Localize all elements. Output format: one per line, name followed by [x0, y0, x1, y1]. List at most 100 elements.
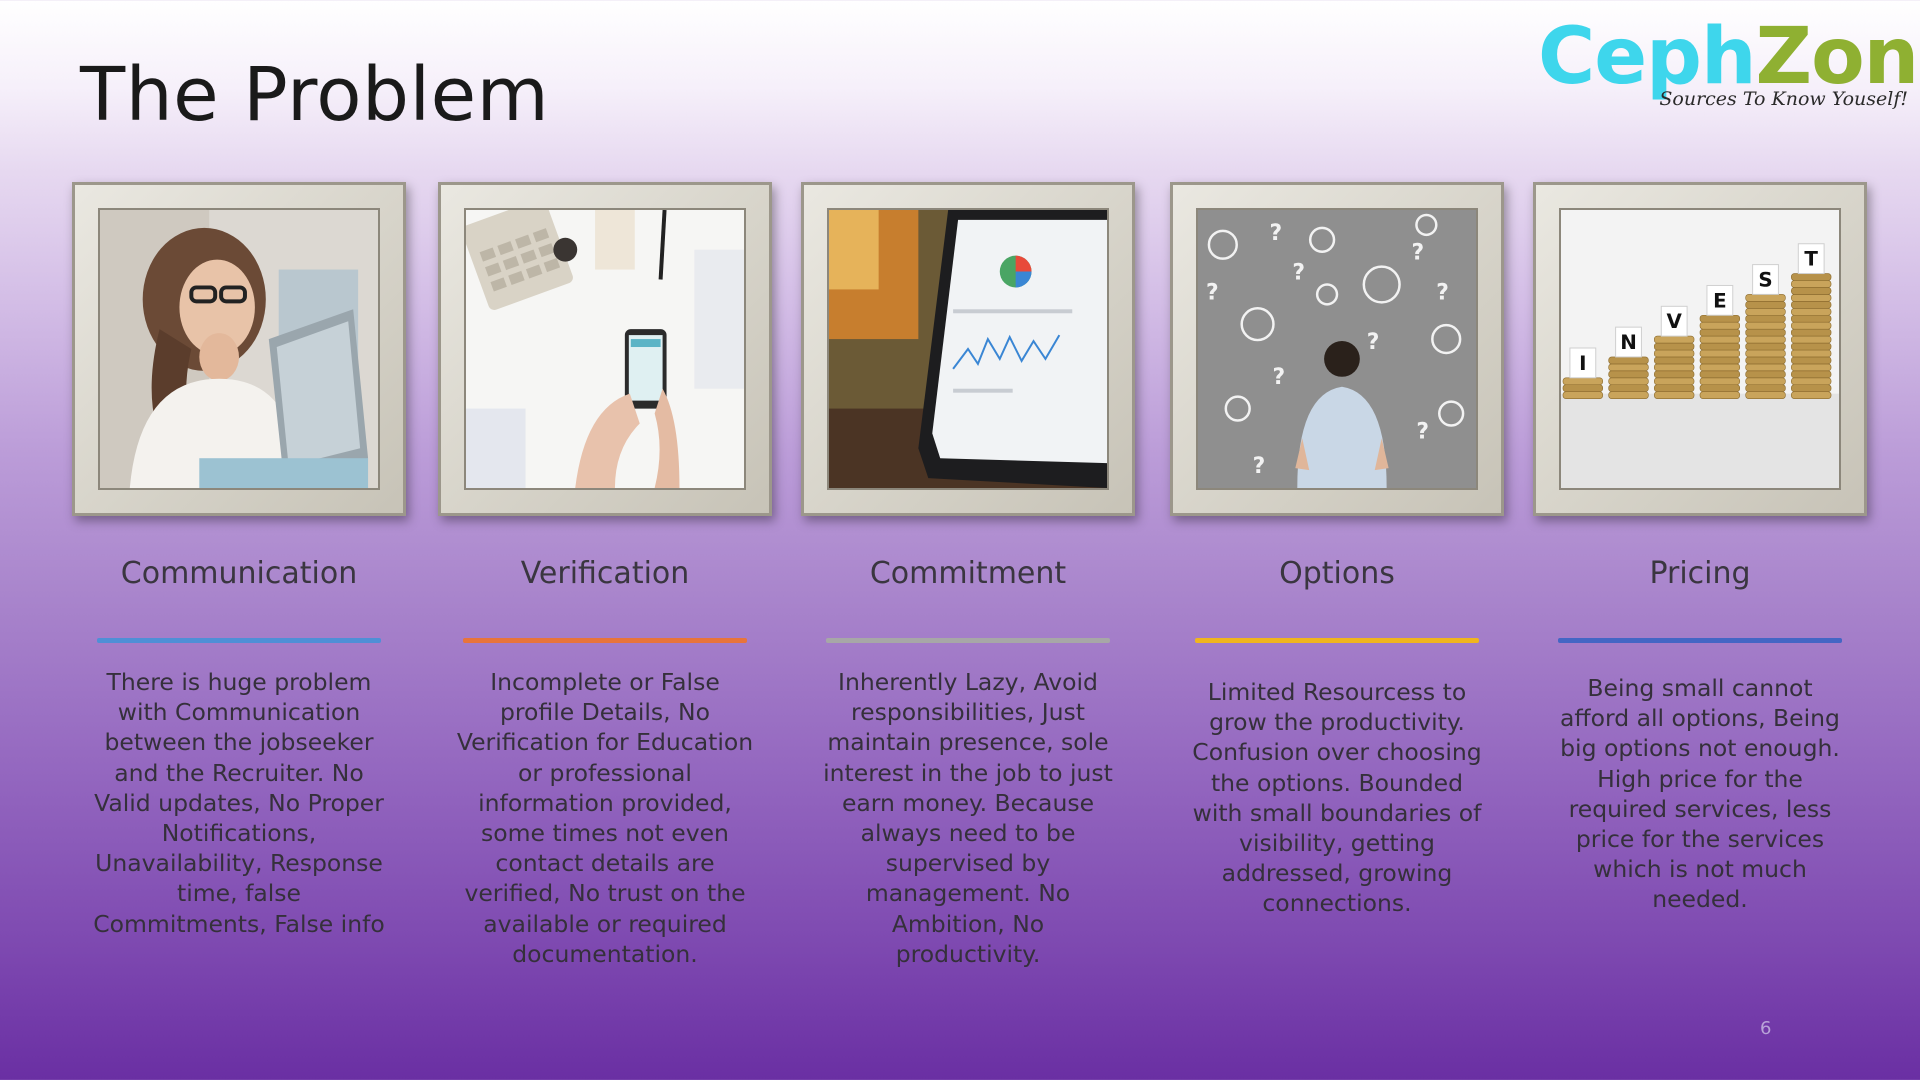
letter-cube — [1706, 284, 1734, 316]
card-description: There is huge problem with Communication… — [93, 668, 385, 938]
coin — [1654, 363, 1695, 372]
svg-text:?: ? — [1206, 280, 1219, 305]
svg-text:?: ? — [1411, 241, 1424, 266]
coin — [1562, 377, 1603, 386]
accent-divider — [826, 638, 1110, 643]
cephzone-logo: CephZone Sources To Know Youself! — [1538, 18, 1920, 118]
card-heading: Verification — [520, 556, 690, 591]
card-heading: Pricing — [1649, 556, 1751, 591]
card-description: Limited Resourcess to grow the productiv… — [1192, 678, 1482, 918]
coin — [1791, 273, 1832, 281]
coin — [1791, 356, 1832, 365]
svg-text:?: ? — [1367, 330, 1380, 355]
coin — [1791, 301, 1832, 309]
accent-divider — [463, 638, 747, 643]
coin — [1608, 356, 1649, 365]
tablet-analytics-photo — [827, 208, 1109, 490]
coin — [1654, 342, 1695, 351]
coin — [1608, 391, 1649, 399]
coin — [1791, 280, 1832, 288]
coin — [1791, 384, 1832, 392]
photo-frame — [438, 182, 772, 516]
problem-card-communication: Communication There is huge problem with… — [72, 182, 406, 939]
coin — [1791, 328, 1832, 337]
coin — [1654, 384, 1695, 392]
coin — [1745, 356, 1786, 365]
letter-cube — [1797, 243, 1825, 275]
letter-cube — [1615, 326, 1642, 358]
coin — [1654, 370, 1695, 379]
coin — [1791, 287, 1832, 295]
coin — [1699, 391, 1741, 399]
coin — [1745, 377, 1786, 386]
problem-card-options: ??? ??? ??? Options Limited Resourcess t… — [1170, 182, 1504, 919]
svg-text:?: ? — [1416, 419, 1429, 444]
svg-text:?: ? — [1436, 280, 1449, 305]
coin — [1791, 363, 1832, 372]
card-heading: Commitment — [869, 556, 1067, 591]
logo-ceph-text: Ceph — [1538, 12, 1757, 102]
card-heading: Communication — [120, 556, 358, 591]
coin — [1745, 301, 1786, 309]
accent-divider — [1558, 638, 1842, 643]
coin — [1791, 391, 1832, 399]
logo-zone-text: Zone — [1755, 12, 1920, 102]
coin — [1791, 307, 1832, 316]
coin — [1791, 314, 1832, 323]
coin — [1699, 349, 1741, 358]
coin — [1745, 314, 1786, 323]
svg-text:?: ? — [1269, 221, 1282, 246]
card-description: Inherently Lazy, Avoid responsibilities,… — [823, 668, 1113, 968]
coin — [1791, 377, 1832, 386]
letter-cube-label: T — [1804, 248, 1818, 271]
problem-card-pricing: I N V E S T Pricing Being small cannot afford… — [1533, 182, 1867, 915]
coin — [1699, 342, 1741, 351]
coin — [1791, 349, 1832, 358]
svg-text:?: ? — [1253, 454, 1266, 479]
coin — [1745, 342, 1786, 351]
coin — [1699, 314, 1741, 323]
problem-card-commitment: Commitment Inherently Lazy, Avoid respon… — [801, 182, 1135, 969]
accent-divider — [1195, 638, 1479, 643]
coin — [1699, 356, 1741, 365]
coin — [1562, 384, 1603, 392]
problem-card-verification: Verification Incomplete or False profile… — [438, 182, 772, 969]
coin — [1654, 391, 1695, 399]
coin — [1699, 370, 1741, 379]
coin — [1654, 335, 1695, 344]
svg-text:?: ? — [1272, 365, 1285, 390]
coin — [1745, 391, 1786, 399]
coin — [1608, 363, 1649, 372]
pensive-woman-laptop-photo — [98, 208, 380, 490]
letter-cube — [1569, 347, 1597, 379]
coin — [1608, 370, 1649, 379]
letter-cube — [1752, 264, 1779, 295]
coin — [1745, 335, 1786, 344]
letter-cube-label: E — [1713, 289, 1727, 312]
photo-frame: I N V E S T — [1533, 182, 1867, 516]
coin — [1791, 294, 1832, 302]
coin — [1791, 342, 1832, 351]
coin — [1791, 370, 1832, 379]
coin — [1608, 384, 1649, 392]
coin — [1699, 321, 1741, 330]
photo-frame — [801, 182, 1135, 516]
letter-cube-label: I — [1579, 352, 1586, 375]
logo-tagline: Sources To Know Youself! — [1659, 88, 1908, 110]
coin — [1699, 377, 1741, 386]
card-description: Incomplete or False profile Details, No … — [456, 668, 754, 968]
invest-coin-stacks-photo: I N V E S T — [1559, 208, 1841, 490]
coin — [1745, 363, 1786, 372]
card-heading: Options — [1279, 556, 1395, 591]
coin — [1745, 349, 1786, 358]
coin — [1745, 294, 1786, 302]
coin — [1745, 384, 1786, 392]
coin — [1699, 363, 1741, 372]
accent-divider — [97, 638, 381, 643]
coin — [1745, 307, 1786, 316]
phone-calculator-desk-photo — [464, 208, 746, 490]
coin — [1654, 356, 1695, 365]
coin — [1745, 328, 1786, 337]
coin — [1745, 370, 1786, 379]
coin — [1745, 321, 1786, 330]
